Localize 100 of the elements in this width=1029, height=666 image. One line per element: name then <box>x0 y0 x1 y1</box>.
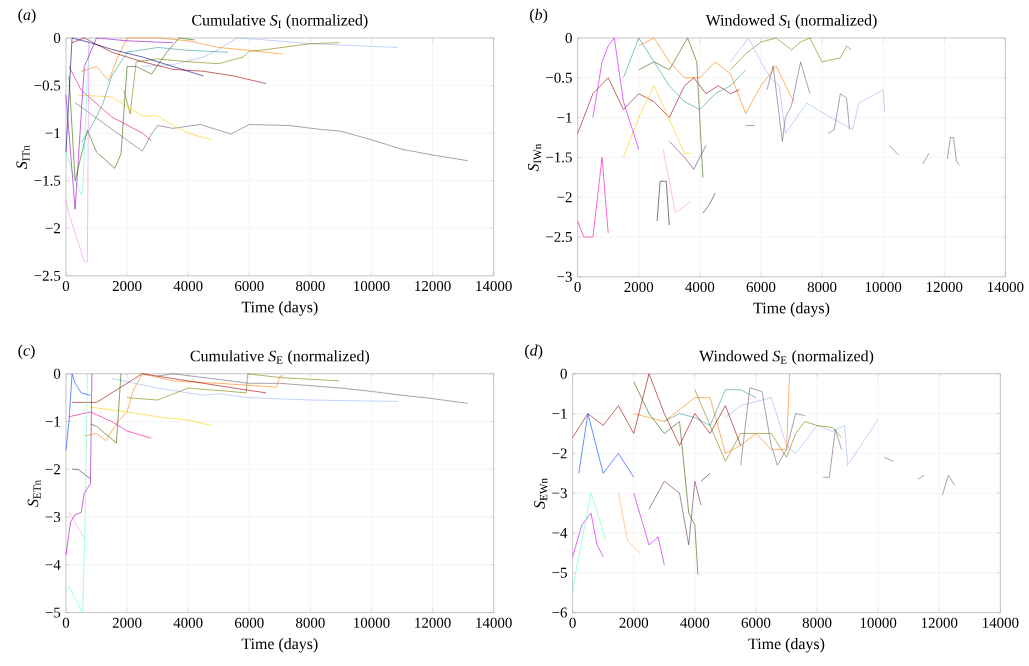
y-tick-label: −1.5 <box>546 152 572 163</box>
x-tick-label: 2000 <box>112 281 142 292</box>
line-series <box>71 373 267 403</box>
line-series <box>90 373 122 444</box>
line-series <box>572 373 741 446</box>
y-axis-title: S$_{ETn}$ <box>27 480 41 508</box>
x-tick-label: 8000 <box>807 282 837 293</box>
y-tick-label: −2.5 <box>34 270 61 282</box>
line-series <box>71 37 267 85</box>
x-tick-label: 2000 <box>112 617 142 629</box>
line-series <box>142 37 398 68</box>
line-series <box>77 94 212 141</box>
x-tick-label: 6000 <box>234 281 264 292</box>
line-series <box>65 373 88 614</box>
line-series <box>80 47 229 144</box>
y-tick-label: −0.5 <box>546 72 572 84</box>
line-series <box>638 37 795 115</box>
y-axis-title: S$_{ITn}$ <box>16 145 30 170</box>
x-tick-label: 12000 <box>415 617 451 629</box>
line-series <box>68 37 195 182</box>
line-series <box>65 37 91 196</box>
x-tick-label: 4000 <box>173 281 203 292</box>
x-axis-title: Time (days) <box>241 638 318 653</box>
line-series <box>68 411 152 439</box>
x-tick-label: 14000 <box>476 281 512 292</box>
x-tick-label: 4000 <box>680 617 710 629</box>
line-series <box>65 373 91 451</box>
x-tick-label: 4000 <box>173 617 203 629</box>
y-axis-title: S$_{EWn}$ <box>534 478 548 509</box>
line-series <box>68 66 152 142</box>
line-series <box>65 37 204 153</box>
line-series <box>694 389 842 462</box>
y-tick-label: 0 <box>53 368 61 380</box>
line-series <box>663 389 757 427</box>
x-tick-label: 6000 <box>234 617 264 629</box>
line-series <box>633 381 699 576</box>
x-tick-label: 6000 <box>746 282 776 293</box>
x-tick-label: 14000 <box>983 617 1019 629</box>
x-tick-label: 10000 <box>865 282 902 293</box>
x-tick-label: 6000 <box>741 617 771 629</box>
x-tick-label: 14000 <box>988 282 1024 293</box>
chart-title: Windowed S$_{I}$ (normalized) <box>705 14 877 30</box>
line-series <box>577 77 740 135</box>
line-series <box>572 493 607 594</box>
y-tick-label: −3 <box>45 512 61 523</box>
x-axis-title: Time (days) <box>753 302 830 317</box>
line-series <box>84 373 284 442</box>
chart-title: Windowed S$_{E}$ (normalized) <box>699 350 874 365</box>
y-tick-label: −2 <box>45 223 60 234</box>
line-series <box>111 378 398 402</box>
x-axis-title: Time (days) <box>241 301 318 316</box>
x-tick-label: 0 <box>62 281 70 292</box>
y-tick-label: −5 <box>552 568 567 578</box>
y-axis-title: S$_{IWn}$ <box>527 144 542 172</box>
chart-title: Cumulative S$_{I}$ (normalized) <box>192 14 368 30</box>
line-series <box>668 141 707 170</box>
line-series <box>65 37 174 210</box>
chart-title: Cumulative S$_{E}$ (normalized) <box>190 350 370 365</box>
y-tick-label: −1 <box>45 416 60 427</box>
x-tick-label: 2000 <box>624 282 654 293</box>
y-tick-label: −2 <box>557 192 572 203</box>
x-tick-label: 4000 <box>685 282 715 293</box>
line-series <box>74 102 469 162</box>
line-series <box>65 373 93 556</box>
line-series <box>578 413 635 478</box>
line-series <box>730 37 885 135</box>
line-series <box>623 37 746 111</box>
x-tick-label: 10000 <box>354 281 390 292</box>
x-tick-label: 0 <box>574 282 581 293</box>
y-tick-label: −2 <box>45 464 60 475</box>
x-tick-label: 10000 <box>354 617 390 629</box>
line-series <box>65 37 90 263</box>
line-series <box>648 481 702 546</box>
y-tick-label: −1 <box>45 128 60 139</box>
x-tick-label: 8000 <box>802 617 832 629</box>
y-tick-label: 0 <box>53 33 61 44</box>
x-tick-label: 14000 <box>476 617 512 629</box>
line-series <box>126 373 340 401</box>
line-series <box>80 37 284 82</box>
x-tick-label: 8000 <box>296 281 325 292</box>
line-series <box>725 397 879 466</box>
line-series <box>730 37 852 71</box>
text: (c) <box>18 344 35 360</box>
x-tick-label: 2000 <box>619 617 649 629</box>
line-series <box>633 373 790 454</box>
line-series <box>592 37 640 150</box>
y-tick-label: −2 <box>552 448 567 459</box>
y-tick-label: −3 <box>552 488 567 499</box>
y-tick-label: −4 <box>45 560 61 570</box>
y-tick-label: −1 <box>557 112 572 123</box>
x-tick-label: 12000 <box>921 617 958 629</box>
x-axis-title: Time (days) <box>748 638 825 653</box>
y-tick-label: −3 <box>557 272 572 283</box>
y-tick-label: −5 <box>45 607 61 618</box>
x-tick-label: 12000 <box>926 282 963 293</box>
line-series <box>623 85 691 158</box>
line-series <box>123 42 340 115</box>
y-tick-label: −1 <box>552 408 567 419</box>
text: (b) <box>530 9 548 24</box>
text: (a) <box>18 9 36 24</box>
